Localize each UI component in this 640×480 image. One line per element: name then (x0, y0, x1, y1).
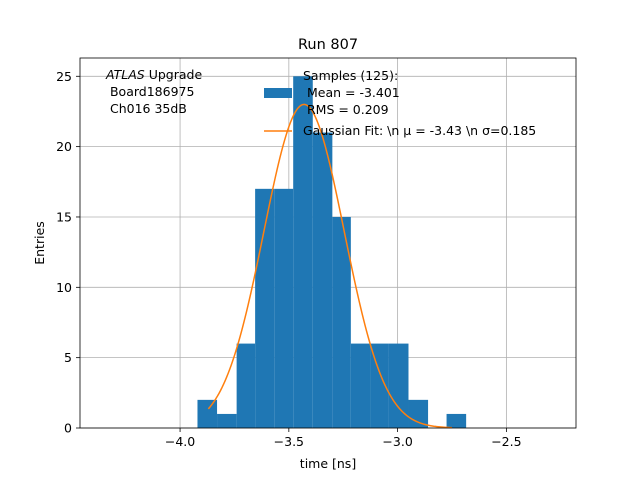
y-axis-label: Entries (32, 221, 47, 265)
histogram-bar-5 (293, 76, 313, 428)
legend-hist-line-2: Mean = -3.401 (303, 85, 400, 100)
x-ticks: −4.0 −3.5 −3.0 −2.5 (165, 428, 522, 449)
histogram-bar-2 (236, 343, 256, 428)
histogram-bar-0 (197, 399, 218, 428)
x-tick-label-0: −4.0 (165, 434, 195, 449)
y-tick-label-4: 20 (56, 139, 72, 154)
histogram-bar-7 (332, 216, 351, 428)
histogram-bar-13 (446, 413, 467, 428)
x-tick-label-1: −3.5 (274, 434, 304, 449)
legend-hist-swatch (264, 88, 292, 98)
y-tick-label-1: 5 (64, 350, 72, 365)
chart-title: Run 807 (298, 37, 358, 53)
histogram-bar-4 (274, 188, 294, 428)
x-axis-label: time [ns] (300, 456, 356, 471)
legend-hist-line-1: Samples (125): (303, 68, 398, 83)
y-tick-label-3: 15 (56, 209, 72, 224)
y-ticks: 0 5 10 15 20 25 (56, 69, 80, 436)
histogram-bar-9 (370, 343, 389, 428)
annotation-line-3: Ch016 35dB (106, 101, 187, 116)
histogram-bar-8 (350, 343, 371, 428)
legend: Samples (125): Mean = -3.401 RMS = 0.209… (264, 68, 536, 138)
annotation-line-1: ATLAS Upgrade (105, 67, 202, 82)
histogram-bars (197, 76, 467, 428)
plot-frame (79, 57, 577, 429)
x-tick-label-2: −3.0 (382, 434, 412, 449)
x-tick-label-3: −2.5 (491, 434, 521, 449)
y-tick-label-0: 0 (64, 421, 72, 436)
atlas-annotation: ATLAS Upgrade Board186975 Ch016 35dB (105, 67, 202, 116)
histogram-bar-6 (312, 132, 333, 428)
annotation-line-2: Board186975 (106, 84, 194, 99)
histogram-bar-10 (388, 343, 409, 428)
legend-fit-label: Gaussian Fit: \n μ = -3.43 \n σ=0.185 (303, 123, 536, 138)
y-tick-label-5: 25 (56, 69, 72, 84)
legend-hist-line-3: RMS = 0.209 (303, 102, 389, 117)
y-tick-label-2: 10 (56, 280, 72, 295)
histogram-bar-11 (408, 399, 429, 428)
histogram-bar-1 (217, 413, 237, 428)
gaussian-fit-curve (207, 103, 453, 429)
